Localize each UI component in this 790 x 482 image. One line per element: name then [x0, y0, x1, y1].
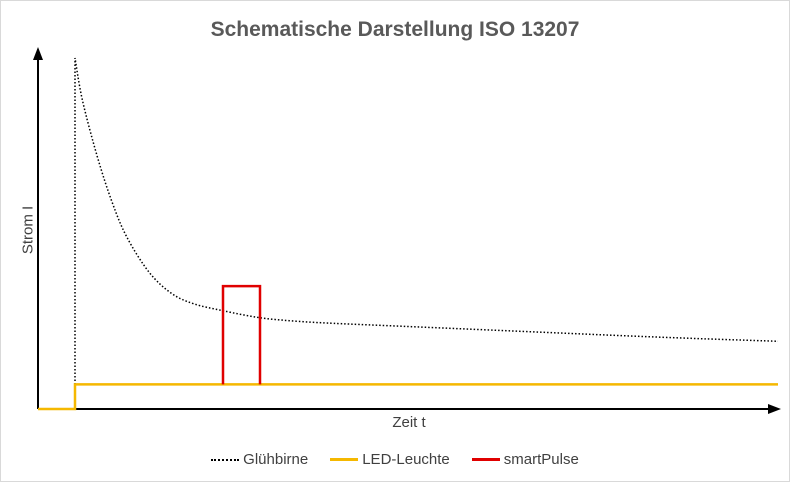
x-axis-label: Zeit t: [392, 414, 426, 431]
legend-label-led-leuchte: LED-Leuchte: [362, 451, 450, 468]
chart-title: Schematische Darstellung ISO 13207: [210, 18, 580, 41]
y-axis-arrow: [33, 47, 43, 60]
legend-swatch-smartpulse: [471, 458, 500, 461]
legend-swatch-led-leuchte: [330, 458, 359, 461]
series-layer: [38, 57, 779, 411]
legend-item-led-leuchte: LED-Leuchte: [330, 451, 450, 468]
x-axis-arrow: [768, 404, 781, 414]
legend: Glühbirne LED-Leuchte smartPulse: [0, 451, 790, 468]
series-gluehbirne: [74, 57, 779, 409]
series-led-leuchte: [38, 383, 778, 411]
legend-item-smartpulse: smartPulse: [471, 451, 579, 468]
legend-item-gluehbirne: Glühbirne: [211, 451, 308, 468]
legend-label-smartpulse: smartPulse: [503, 451, 579, 468]
series-smartpulse: [221, 284, 262, 385]
legend-label-gluehbirne: Glühbirne: [243, 451, 309, 468]
axes: [33, 47, 781, 414]
legend-swatch-gluehbirne: [211, 458, 240, 461]
